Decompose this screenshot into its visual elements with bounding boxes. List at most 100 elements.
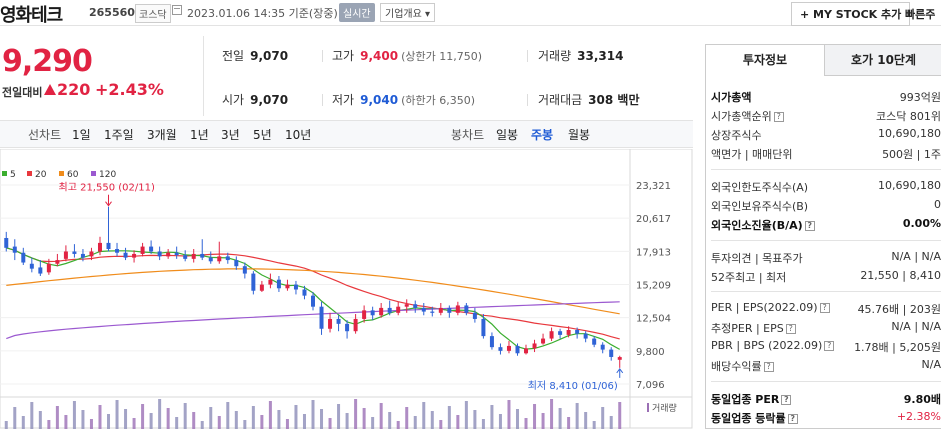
volume-bar bbox=[285, 419, 289, 429]
volume-bar bbox=[388, 412, 392, 429]
candle-body bbox=[242, 266, 247, 274]
volume-bar bbox=[98, 405, 102, 429]
quick-search-link[interactable]: 빠른주 bbox=[905, 8, 936, 21]
up-triangle-icon bbox=[44, 84, 56, 95]
candle-monthly[interactable]: 월봉 bbox=[568, 128, 591, 142]
divider bbox=[711, 169, 941, 170]
row-dividend-yield: 배당수익률? N/A bbox=[711, 356, 941, 375]
row-value: 1.78배 | 5,205원 bbox=[854, 341, 941, 354]
candle-body bbox=[438, 307, 443, 313]
candle-body bbox=[524, 348, 529, 354]
tab-orderbook[interactable]: 호가 10단계 bbox=[825, 45, 941, 76]
price-change-value: 220 bbox=[57, 80, 91, 99]
row-label: 투자의견 | 목표주가 bbox=[711, 252, 803, 265]
candle-body bbox=[387, 307, 392, 313]
candle-weekly[interactable]: 주봉 bbox=[531, 128, 554, 142]
period-3m[interactable]: 3개월 bbox=[147, 128, 177, 142]
stat-value: 9,400 bbox=[360, 49, 399, 63]
volume-bar bbox=[379, 403, 383, 429]
tab-investment-info[interactable]: 투자정보 bbox=[706, 45, 825, 76]
candle-body bbox=[149, 246, 154, 252]
volume-bar bbox=[354, 399, 358, 429]
help-icon[interactable]: ? bbox=[819, 303, 830, 313]
volume-bar bbox=[132, 418, 136, 429]
row-label-text: PER | EPS(2022.09) bbox=[711, 301, 818, 314]
period-1d[interactable]: 1일 bbox=[72, 128, 91, 142]
row-pbr-bps: PBR | BPS (2022.09)? 1.78배 | 5,205원 bbox=[711, 337, 941, 356]
divider bbox=[527, 50, 528, 62]
stat-label: 시가 bbox=[222, 93, 245, 107]
row-value: 45.76배 | 203원 bbox=[857, 303, 941, 316]
stat-label: 거래대금 bbox=[538, 93, 583, 107]
period-3y[interactable]: 3년 bbox=[221, 128, 240, 142]
plus-icon: + bbox=[800, 8, 814, 21]
volume-bar bbox=[149, 413, 153, 429]
volume-bar bbox=[251, 406, 255, 429]
candle-body bbox=[413, 304, 418, 308]
candle-body bbox=[489, 336, 494, 348]
lower-limit: (하한가 6,350) bbox=[401, 94, 475, 107]
candle-body bbox=[362, 310, 367, 319]
y-tick-label: 17,913 bbox=[636, 247, 671, 258]
add-mystock-button[interactable]: + MY STOCK 추가 bbox=[791, 2, 911, 26]
help-icon[interactable]: ? bbox=[824, 341, 835, 351]
help-icon[interactable]: ? bbox=[773, 112, 784, 122]
candle-body bbox=[166, 252, 171, 257]
volume-bar bbox=[209, 407, 213, 429]
investment-info-panel: 투자정보 호가 10단계 시가총액 993억원 시가총액순위? 코스닥 801위 상… bbox=[705, 44, 941, 429]
row-value: N/A bbox=[921, 358, 941, 371]
row-value: 코스닥 801위 bbox=[876, 110, 941, 123]
volume-bar bbox=[481, 419, 485, 429]
volume-bar bbox=[567, 417, 571, 429]
candle-daily[interactable]: 일봉 bbox=[496, 128, 519, 142]
candle-body bbox=[97, 242, 102, 252]
volume-bar bbox=[439, 420, 443, 429]
candle-body bbox=[21, 252, 26, 263]
company-overview-dropdown[interactable]: 기업개요 ▾ bbox=[380, 3, 435, 22]
period-10y[interactable]: 10년 bbox=[285, 128, 312, 142]
candle-body bbox=[123, 252, 128, 258]
candle-body bbox=[558, 331, 563, 335]
row-foreign-limit: 외국인한도주식수(A) 10,690,180 bbox=[711, 177, 941, 196]
period-5y[interactable]: 5년 bbox=[253, 128, 272, 142]
row-value: 10,690,180 bbox=[878, 179, 941, 192]
volume-bar bbox=[328, 418, 332, 429]
legend-swatch bbox=[91, 171, 96, 176]
volume-bar bbox=[13, 407, 17, 429]
candle-body bbox=[583, 333, 588, 339]
candle-body bbox=[115, 249, 120, 253]
y-tick-label: 12,504 bbox=[636, 314, 671, 325]
realtime-badge[interactable]: 실시간 bbox=[339, 3, 375, 22]
volume-bar bbox=[234, 411, 238, 429]
add-mystock-label: MY STOCK 추가 bbox=[813, 8, 902, 21]
volume-bar bbox=[430, 411, 434, 429]
volume-bar bbox=[413, 416, 417, 429]
ma120-line bbox=[6, 301, 620, 340]
candle-body bbox=[532, 343, 537, 349]
row-value: 21,550 | 8,410 bbox=[860, 269, 941, 282]
volume-bar bbox=[200, 421, 204, 429]
volume-bar bbox=[498, 414, 502, 429]
divider bbox=[711, 240, 941, 241]
chart-period-bar: 선차트 1일 1주일 3개월 1년 3년 5년 10년 봉차트 일봉 주봉 월봉 bbox=[0, 120, 693, 148]
y-tick-label: 7,096 bbox=[636, 380, 665, 391]
calendar-icon bbox=[172, 5, 182, 15]
row-market-cap: 시가총액 993억원 bbox=[711, 87, 941, 106]
help-icon[interactable]: ? bbox=[763, 362, 774, 372]
candle-body bbox=[498, 347, 503, 351]
candle-body bbox=[132, 253, 137, 258]
row-market-cap-rank: 시가총액순위? 코스닥 801위 bbox=[711, 106, 941, 125]
price-chart[interactable]: 23,321 20,617 17,913 15,209 12,504 9,800 7,096… bbox=[0, 149, 693, 429]
help-icon[interactable]: ? bbox=[804, 221, 815, 231]
help-icon[interactable]: ? bbox=[785, 324, 796, 334]
volume-bar bbox=[72, 401, 76, 429]
stat-prev-close: 전일 9,070 bbox=[222, 47, 288, 64]
help-icon[interactable]: ? bbox=[781, 395, 792, 405]
row-label: 배당수익률? bbox=[711, 358, 774, 374]
period-1w[interactable]: 1주일 bbox=[104, 128, 134, 142]
stat-value: 308 백만 bbox=[588, 93, 640, 107]
period-1y[interactable]: 1년 bbox=[190, 128, 209, 142]
help-icon[interactable]: ? bbox=[787, 414, 798, 424]
candle-body bbox=[259, 284, 264, 291]
row-value: 993억원 bbox=[899, 91, 941, 104]
